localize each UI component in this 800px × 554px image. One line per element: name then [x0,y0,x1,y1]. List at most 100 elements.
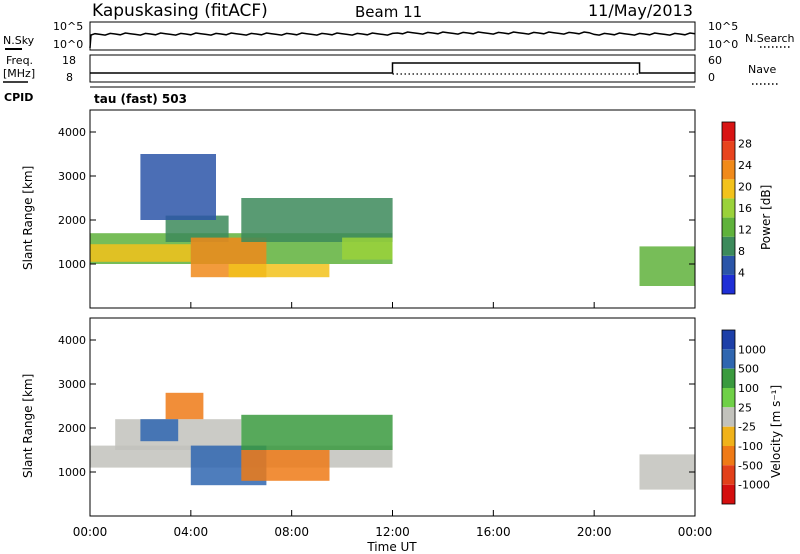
power-colorbar-frame [721,121,736,295]
velocity-colorbar-frame [721,329,736,505]
time-tick-label: 20:00 [577,525,612,539]
velocity-colorbar-swatch [722,465,735,485]
velocity-colorbar-tick: 500 [738,363,759,376]
power-colorbar-tick: 16 [738,202,752,215]
heatmap-cell [165,392,204,420]
velocity-colorbar-swatch [722,484,735,504]
power-colorbar-swatch [722,236,735,256]
velocity-colorbar-swatch [722,368,735,388]
power-colorbar-swatch [722,255,735,275]
heatmap-cell [639,454,695,490]
noise-panel-frame [89,21,696,51]
velocity-colorbar-tick: -500 [738,459,763,472]
velocity-colorbar-tick: -100 [738,440,763,453]
y-tick-label: 3000 [58,170,86,183]
freq-tick-right-top: 60 [708,54,722,67]
power-colorbar-tick: 12 [738,224,752,237]
noise-panel-lines [89,31,696,49]
beam-title: Beam 11 [355,3,422,21]
velocity-colorbar-swatch [722,330,735,350]
power-y-label: Slant Range [km] [21,166,35,270]
heatmap-cell [140,419,179,442]
power-colorbar-tick: 20 [738,181,752,194]
heatmap-cell [241,198,393,242]
power-colorbar-tick: 24 [738,159,752,172]
heatmap-cell [140,154,216,220]
time-tick-label: 04:00 [174,525,209,539]
velocity-colorbar-swatch [722,446,735,466]
date-title: 11/May/2013 [588,1,693,20]
velocity-y-axis: 1000 2000 3000 4000 [58,334,695,479]
freq-panel-lines [90,62,695,75]
freq-label-line1: Freq. [6,54,33,67]
y-tick-label: 4000 [58,126,86,139]
velocity-colorbar-tick: 25 [738,401,752,414]
cpid-label: CPID [4,91,33,104]
time-axis-title: Time UT [366,540,417,554]
velocity-y-label: Slant Range [km] [21,374,35,478]
noise-right-label: N.Search [745,32,795,45]
power-heatmap [90,154,695,286]
noise-tick-left-bottom: 10^0 [53,38,83,51]
power-colorbar-tick: 4 [738,267,745,280]
y-tick-label: 2000 [58,422,86,435]
time-tick-label: 16:00 [476,525,511,539]
velocity-colorbar-tick: -1000 [738,479,770,492]
velocity-colorbar-tick: -25 [738,421,756,434]
power-colorbar-swatch [722,198,735,218]
velocity-x-ticks [89,510,696,516]
freq-tick-left-top: 18 [62,54,76,67]
y-tick-label: 1000 [58,258,86,271]
time-axis-ticks: 00:00 04:00 08:00 12:00 16:00 20:00 00:00 [73,525,713,539]
velocity-heatmap [90,392,695,490]
nave-label: Nave [748,63,776,76]
heatmap-cell [228,264,330,278]
freq-tick-right-bottom: 0 [708,71,715,84]
freq-line [90,62,695,74]
time-tick-label: 08:00 [274,525,309,539]
heatmap-cell [241,450,330,481]
power-colorbar-tick: 28 [738,138,752,151]
power-y-axis: 1000 2000 3000 4000 [58,126,695,271]
noise-tick-left-top: 10^5 [53,20,83,33]
y-tick-label: 2000 [58,214,86,227]
time-tick-label: 00:00 [73,525,108,539]
velocity-colorbar-swatch [722,407,735,427]
y-tick-label: 1000 [58,466,86,479]
power-colorbar-swatch [722,179,735,199]
y-tick-label: 4000 [58,334,86,347]
power-x-ticks [89,302,696,308]
noise-left-label: N.Sky [3,34,35,47]
heatmap-cell [342,237,393,260]
freq-label-line2: [MHz] [3,67,35,80]
velocity-colorbar-label: Velocity [m s⁻¹] [769,385,783,478]
noise-tick-right-bottom: 10^0 [708,38,738,51]
velocity-colorbar: 1000 500 100 25 -25 -100 -500 -1000 [721,329,770,505]
time-tick-label: 12:00 [375,525,410,539]
power-colorbar-swatch [722,141,735,161]
velocity-colorbar-tick: 1000 [738,343,766,356]
power-colorbar: 4 8 12 16 20 24 28 [721,121,752,295]
y-tick-label: 3000 [58,378,86,391]
heatmap-cell [241,414,393,450]
heatmap-cell [639,246,695,286]
power-colorbar-swatch [722,122,735,142]
freq-tick-left-bottom: 8 [66,71,73,84]
noise-tick-right-top: 10^5 [708,20,738,33]
power-colorbar-tick: 8 [738,245,745,258]
cpid-value: tau (fast) 503 [94,92,187,106]
velocity-colorbar-swatch [722,426,735,446]
power-colorbar-swatch [722,217,735,237]
time-tick-label: 00:00 [678,525,713,539]
power-colorbar-swatch [722,274,735,294]
station-title: Kapuskasing (fitACF) [92,1,268,21]
power-colorbar-swatch [722,160,735,180]
heatmap-cell [90,244,191,262]
freq-panel-frame [89,54,696,83]
velocity-colorbar-swatch [722,388,735,408]
velocity-colorbar-tick: 100 [738,382,759,395]
power-colorbar-label: Power [dB] [759,185,773,250]
velocity-colorbar-swatch [722,349,735,369]
